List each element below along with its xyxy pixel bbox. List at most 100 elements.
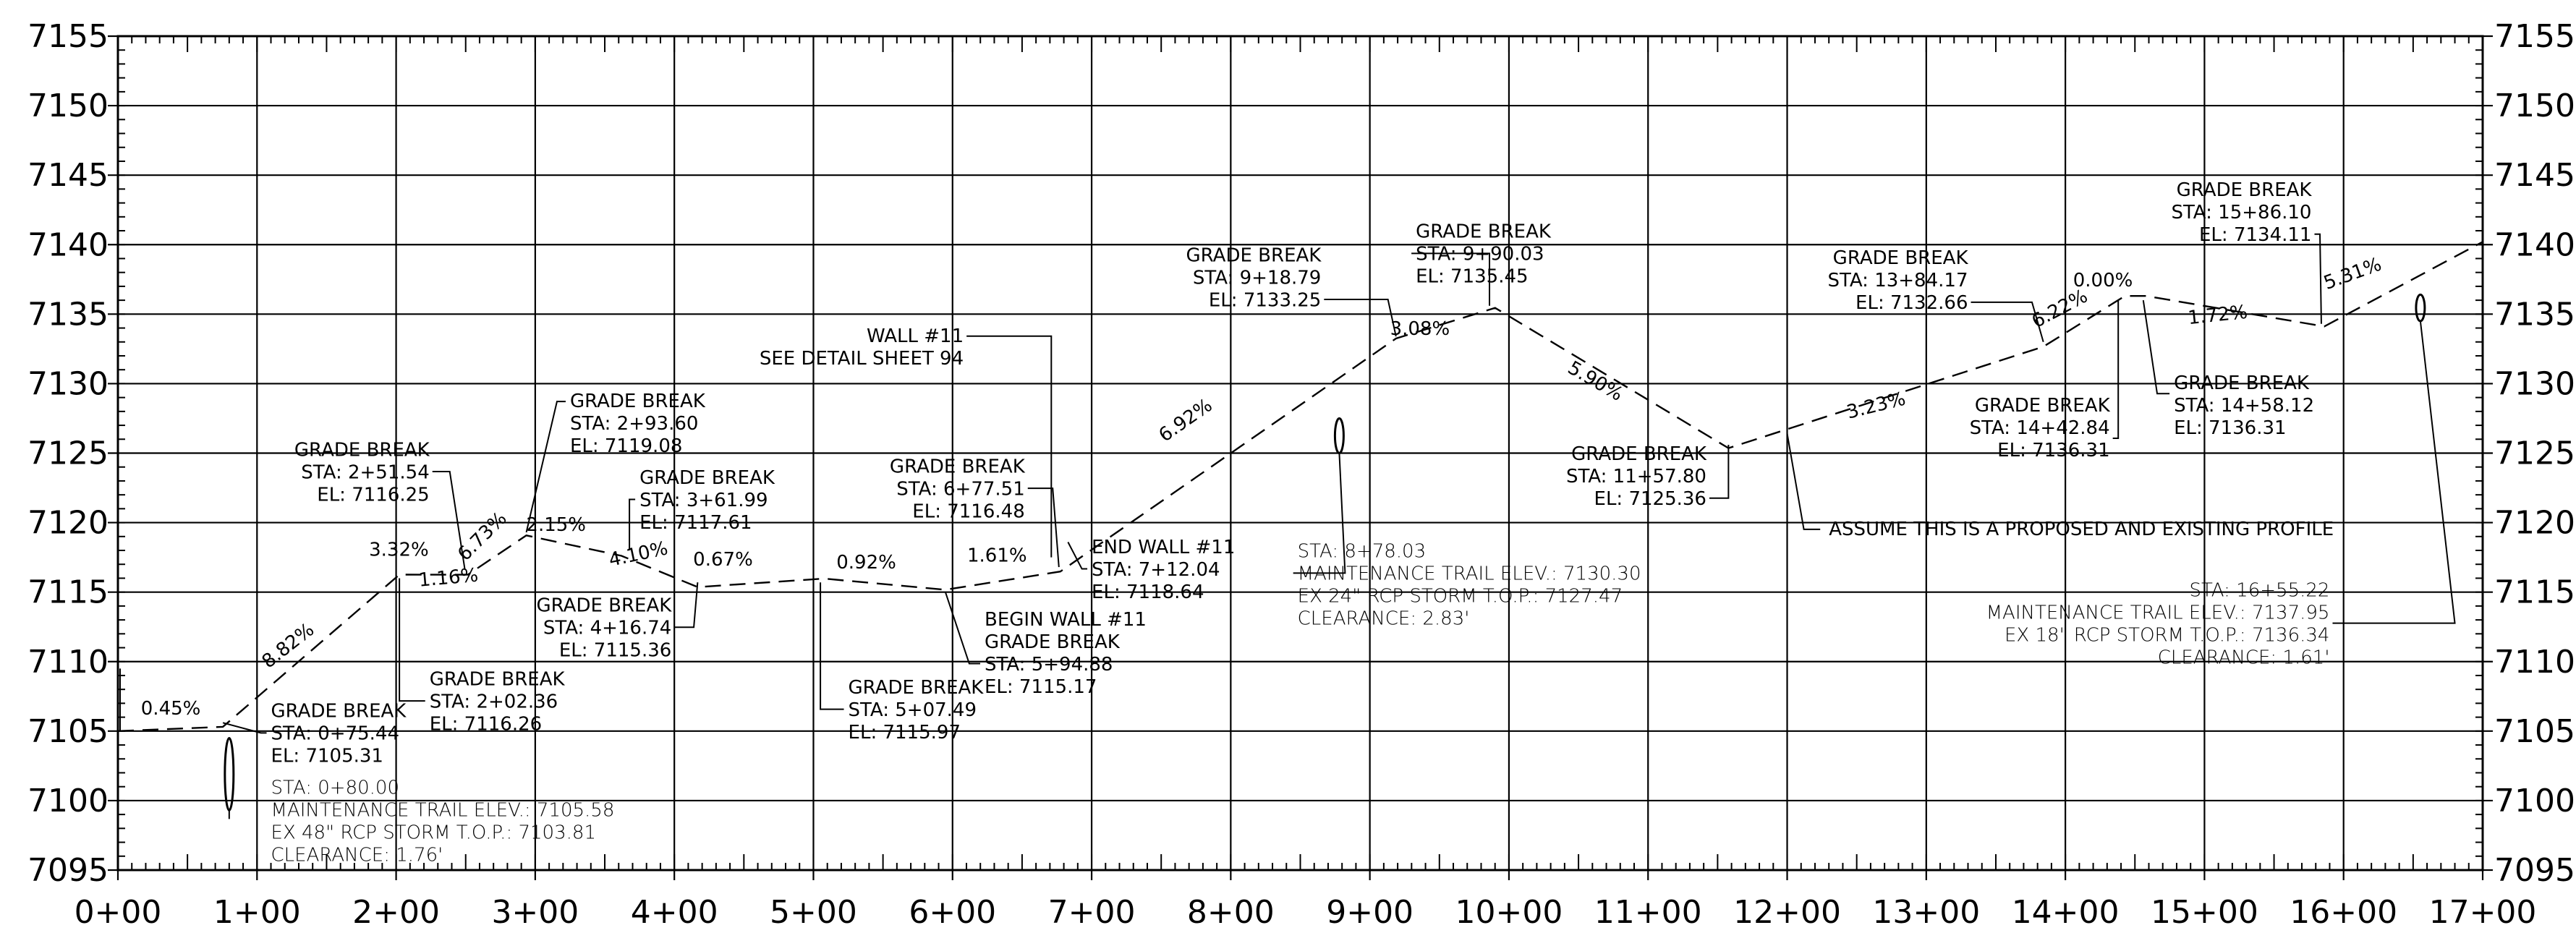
grade-break-note-line: GRADE BREAK xyxy=(890,456,1026,477)
grade-break-note-line: STA: 11+57.80 xyxy=(1566,466,1706,487)
grade-break-note-line: GRADE BREAK xyxy=(2177,179,2313,201)
grade-percent-label: 1.72% xyxy=(2187,302,2248,329)
grade-break-note: GRADE BREAK STA: 6+77.51 EL: 7116.48 xyxy=(890,456,1026,522)
grade-break-note: GRADE BREAK STA: 13+84.17 EL: 7132.66 xyxy=(1827,247,1968,314)
grade-break-note-line: SEE DETAIL SHEET 94 xyxy=(760,348,964,370)
x-tick-label: 14+00 xyxy=(2012,894,2120,931)
grade-break-note-line: EL: 7116.26 xyxy=(430,713,542,735)
y-tick-label-right: 7130 xyxy=(2494,365,2575,402)
y-tick-label-left: 7120 xyxy=(27,505,109,542)
grade-percent-label: 1.16% xyxy=(418,565,480,592)
profile-note: ASSUME THIS IS A PROPOSED AND EXISTING P… xyxy=(1829,519,2334,540)
pipe-leader-line xyxy=(1293,453,1346,574)
leader-line xyxy=(432,471,466,571)
leader-line xyxy=(820,582,844,710)
pipe-crossing-note: STA: 0+80.00 MAINTENANCE TRAIL ELEV.: 710… xyxy=(271,777,615,866)
y-tick-label-right: 7150 xyxy=(2494,88,2575,124)
pipe-crossing-note-line: EX 18" RCP STORM T.O.P.: 7136.34 xyxy=(2005,624,2329,646)
grade-break-note-line: GRADE BREAK xyxy=(1416,221,1552,243)
grade-break-note: GRADE BREAK STA: 14+42.84 EL: 7136.31 xyxy=(1970,395,2111,461)
x-tick-label: 13+00 xyxy=(1872,894,1980,931)
grade-break-note-line: STA: 7+12.04 xyxy=(1092,559,1220,581)
profile-note-group: ASSUME THIS IS A PROPOSED AND EXISTING P… xyxy=(1786,433,2334,540)
pipe-crossing-note-line: MAINTENANCE TRAIL ELEV.: 7105.58 xyxy=(271,799,615,821)
grade-break-note-line: EL: 7115.17 xyxy=(985,676,1097,698)
y-tick-label-left: 7140 xyxy=(27,226,109,263)
grade-break-note-line: STA: 15+86.10 xyxy=(2171,202,2311,223)
y-tick-label-left: 7135 xyxy=(27,296,109,333)
grade-break-note-line: STA: 14+42.84 xyxy=(1970,417,2110,439)
grade-break-note-line: GRADE BREAK xyxy=(1975,395,2111,417)
grade-break-note: GRADE BREAK STA: 9+90.03 EL: 7135.45 xyxy=(1416,221,1552,288)
grade-break-note-line: EL: 7134.11 xyxy=(2199,224,2311,246)
grade-break-note-line: STA: 9+18.79 xyxy=(1193,267,1321,289)
y-tick-label-right: 7135 xyxy=(2494,296,2575,333)
grade-break-note: GRADE BREAK STA: 0+75.44 EL: 7105.31 xyxy=(271,701,407,767)
y-tick-label-left: 7100 xyxy=(27,783,109,819)
storm-pipe-crossing xyxy=(1333,417,1345,455)
grade-break-note-line: EL: 7119.08 xyxy=(570,435,682,457)
grade-break-note-line: STA: 2+93.60 xyxy=(570,413,698,435)
y-tick-label-right: 7120 xyxy=(2494,505,2575,542)
grade-break-note: GRADE BREAK STA: 14+58.12 EL: 7136.31 xyxy=(2174,372,2314,439)
grade-break-note-line: END WALL #11 xyxy=(1092,537,1235,558)
grade-break-note-line: EL: 7105.31 xyxy=(271,746,383,767)
grid xyxy=(108,35,2493,880)
pipe-crossing-note-line: CLEARANCE: 2.83' xyxy=(1298,608,1470,630)
x-tick-label: 15+00 xyxy=(2151,894,2258,931)
grade-break-note-line: STA: 5+07.49 xyxy=(849,699,977,721)
grade-break-annotations: GRADE BREAK STA: 0+75.44 EL: 7105.31 GRADE … xyxy=(222,179,2322,767)
grade-break-note-line: EL: 7115.97 xyxy=(849,722,961,744)
x-tick-label: 11+00 xyxy=(1594,894,1702,931)
grade-break-note-line: GRADE BREAK xyxy=(294,439,430,461)
grade-break-note-line: STA: 2+51.54 xyxy=(301,461,429,483)
grade-break-note: GRADE BREAK STA: 2+02.36 EL: 7116.26 xyxy=(430,668,566,735)
grade-percent-label: 3.08% xyxy=(1390,318,1450,340)
y-tick-label-left: 7125 xyxy=(27,435,109,472)
y-tick-label-left: 7150 xyxy=(27,88,109,124)
profile-line-group xyxy=(117,241,2483,732)
grade-break-note-line: STA: 6+77.51 xyxy=(896,478,1024,500)
pipe-crossing-annotations: STA: 0+80.00 MAINTENANCE TRAIL ELEV.: 710… xyxy=(224,293,2456,866)
pipe-crossing-note-line: MAINTENANCE TRAIL ELEV.: 7130.30 xyxy=(1298,563,1641,585)
pipe-leader-line xyxy=(2332,320,2456,624)
grade-percent-label: 0.92% xyxy=(836,552,896,574)
grade-break-note: END WALL #11 STA: 7+12.04 EL: 7118.64 xyxy=(1092,537,1235,603)
grade-break-note: GRADE BREAK STA: 4+16.74 EL: 7115.36 xyxy=(537,595,673,662)
grade-break-note-line: EL: 7115.36 xyxy=(559,640,671,662)
pipe-crossing-note: STA: 8+78.03 MAINTENANCE TRAIL ELEV.: 713… xyxy=(1298,541,1641,630)
leader-line xyxy=(966,335,1053,558)
grade-break-note-line: STA: 2+02.36 xyxy=(430,691,558,712)
grade-break-note-line: BEGIN WALL #11 xyxy=(985,609,1147,631)
grade-percent-label: 6.92% xyxy=(1155,395,1217,447)
grade-break-note: GRADE BREAK STA: 11+57.80 EL: 7125.36 xyxy=(1566,443,1707,510)
x-tick-label: 6+00 xyxy=(909,894,996,931)
grade-labels: 0.45%8.82%3.32%1.16%6.73% 2.15%4.10% 0.67%… xyxy=(141,254,2385,720)
pipe-crossing-note-line: MAINTENANCE TRAIL ELEV.: 7137.95 xyxy=(1986,602,2330,623)
grade-percent-label: 5.31% xyxy=(2321,254,2384,294)
y-tick-label-right: 7145 xyxy=(2494,157,2575,194)
grade-percent-label: 4.10% xyxy=(607,537,670,571)
y-tick-label-right: 7155 xyxy=(2494,18,2575,55)
x-tick-label: 12+00 xyxy=(1733,894,1841,931)
profile-note-leader xyxy=(1786,433,1821,530)
grade-break-note: GRADE BREAK STA: 5+07.49 EL: 7115.97 xyxy=(849,677,985,744)
pipe-crossing-note-line: STA: 8+78.03 xyxy=(1298,541,1426,563)
profile-line xyxy=(117,241,2483,732)
leader-line xyxy=(1027,487,1060,568)
y-tick-label-left: 7110 xyxy=(27,644,109,681)
x-tick-label: 3+00 xyxy=(491,894,579,931)
grade-break-note-line: EL: 7136.31 xyxy=(1997,440,2109,461)
pipe-crossing-note-line: EX 24" RCP STORM T.O.P.: 7127.47 xyxy=(1298,586,1623,608)
y-tick-label-right: 7110 xyxy=(2494,644,2575,681)
grade-break-note-line: EL: 7118.64 xyxy=(1092,581,1204,603)
grade-break-note-line: EL: 7116.25 xyxy=(317,484,429,506)
x-tick-label: 5+00 xyxy=(770,894,857,931)
grade-percent-label: 3.23% xyxy=(1845,388,1908,424)
grade-break-note-line: GRADE BREAK xyxy=(1186,244,1322,266)
leader-line xyxy=(1709,444,1730,499)
grade-break-note-line: GRADE BREAK xyxy=(537,595,673,617)
y-tick-label-right: 7100 xyxy=(2494,783,2575,819)
x-tick-label: 9+00 xyxy=(1326,894,1414,931)
pipe-crossing-note-line: CLEARANCE: 1.76' xyxy=(271,844,443,866)
